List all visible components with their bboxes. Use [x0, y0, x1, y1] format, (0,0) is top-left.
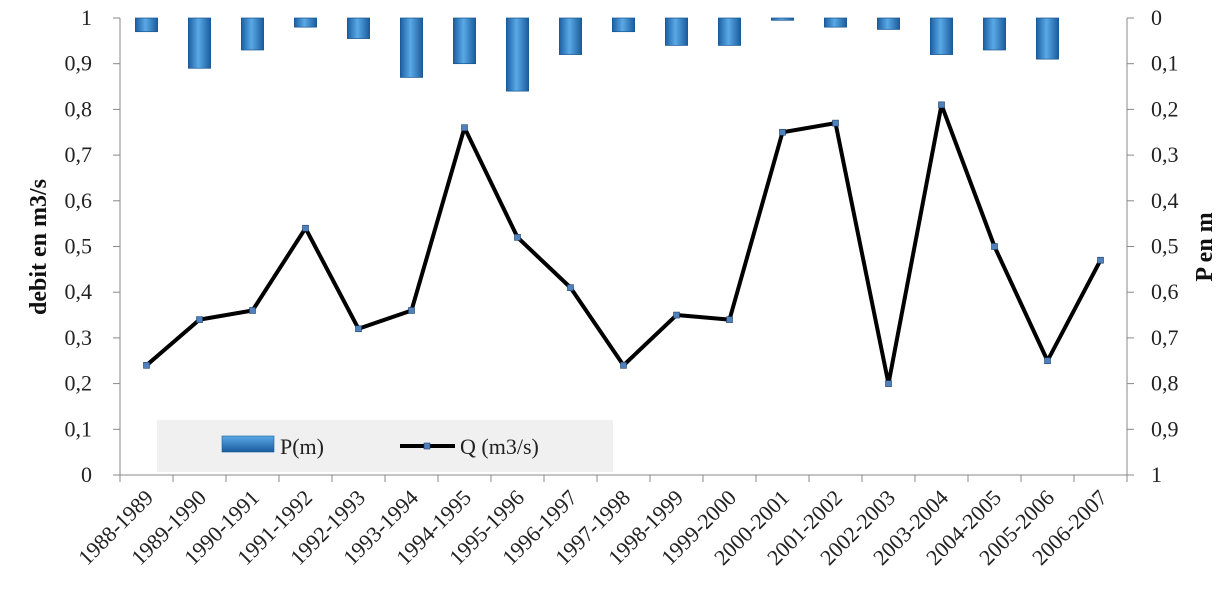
precipitation-bar: [294, 17, 317, 28]
right-y-tick-label: 0,5: [1151, 234, 1179, 259]
right-y-tick-label: 0,1: [1151, 51, 1179, 76]
discharge-point: [143, 362, 150, 369]
legend-label-precipitation: P(m): [280, 434, 324, 459]
legend: P(m) Q (m3/s): [157, 420, 613, 472]
discharge-point: [832, 119, 839, 127]
discharge-point: [567, 284, 574, 291]
precipitation-bar: [347, 17, 370, 39]
left-y-tick-label: 0,4: [65, 279, 93, 304]
discharge-point: [408, 307, 415, 314]
precipitation-bar: [824, 17, 847, 28]
left-y-tick-label: 0,7: [65, 142, 93, 167]
left-y-tick-label: 0,2: [65, 371, 93, 396]
discharge-point: [726, 316, 733, 323]
precipitation-bar: [877, 17, 900, 30]
precipitation-bar: [241, 17, 264, 51]
discharge-point: [779, 128, 786, 136]
left-y-tick-label: 0,3: [65, 325, 93, 350]
left-y-tick-label: 0,1: [65, 416, 93, 441]
right-y-tick-label: 0,2: [1151, 96, 1179, 121]
discharge-point: [249, 307, 256, 314]
discharge-point: [991, 243, 998, 250]
discharge-line-series: [143, 101, 1104, 387]
precipitation-bar: [612, 17, 635, 33]
legend-label-discharge: Q (m3/s): [460, 434, 539, 459]
discharge-point: [196, 316, 203, 323]
discharge-point: [1044, 357, 1051, 365]
left-y-tick-label: 0,6: [65, 188, 93, 213]
precipitation-bar: [559, 17, 582, 55]
precipitation-bar: [1036, 17, 1059, 60]
precipitation-bar: [453, 17, 476, 65]
precipitation-bars: [135, 17, 1059, 92]
discharge-point: [620, 362, 627, 369]
right-y-tick-label: 0: [1151, 5, 1162, 30]
precipitation-bar: [506, 17, 529, 92]
legend-swatch-marker: [423, 442, 431, 450]
precipitation-bar: [771, 17, 794, 21]
discharge-point: [355, 325, 362, 333]
right-y-tick-label: 0,9: [1151, 416, 1179, 441]
right-y-tick-label: 0,3: [1151, 142, 1179, 167]
left-y-tick-label: 0,8: [65, 96, 93, 121]
legend-swatch-bar: [221, 435, 275, 453]
right-y-tick-label: 1: [1151, 462, 1162, 487]
discharge-point: [938, 101, 945, 109]
right-y-axis-title: P en m: [1192, 212, 1218, 281]
right-y-tick-label: 0,6: [1151, 279, 1179, 304]
right-y-axis-ticks: 0 0,1 0,2 0,3 0,4 0,5 0,6 0,7 0,8 0,9 1: [1127, 5, 1179, 487]
precipitation-bar: [983, 17, 1006, 51]
left-y-tick-label: 0: [81, 462, 92, 487]
discharge-point: [885, 380, 892, 387]
right-y-tick-label: 0,4: [1151, 188, 1179, 213]
right-y-tick-label: 0,8: [1151, 371, 1179, 396]
discharge-point: [461, 124, 468, 131]
right-y-tick-label: 0,7: [1151, 325, 1179, 350]
left-y-axis-title: debit en m3/s: [26, 179, 52, 315]
left-y-tick-label: 0,9: [65, 51, 93, 76]
discharge-line: [145, 102, 1103, 386]
discharge-point: [302, 224, 309, 232]
precipitation-bar: [400, 17, 423, 78]
discharge-point: [1097, 256, 1104, 264]
discharge-point: [673, 311, 680, 319]
x-axis-ticks: 1988-19891989-19901990-19911991-19921992…: [73, 475, 1128, 570]
precipitation-bar: [188, 17, 211, 69]
left-y-tick-label: 1: [81, 5, 92, 30]
precipitation-bar: [665, 17, 688, 46]
discharge-point: [514, 234, 521, 241]
precipitation-bar: [930, 17, 953, 55]
axes: [119, 18, 1128, 476]
precipitation-bar: [135, 17, 158, 33]
left-y-tick-label: 0,5: [65, 234, 93, 259]
precipitation-bar: [718, 17, 741, 46]
left-y-axis-ticks: 0 0,1 0,2 0,3 0,4 0,5 0,6 0,7 0,8 0,9 1: [65, 5, 120, 487]
